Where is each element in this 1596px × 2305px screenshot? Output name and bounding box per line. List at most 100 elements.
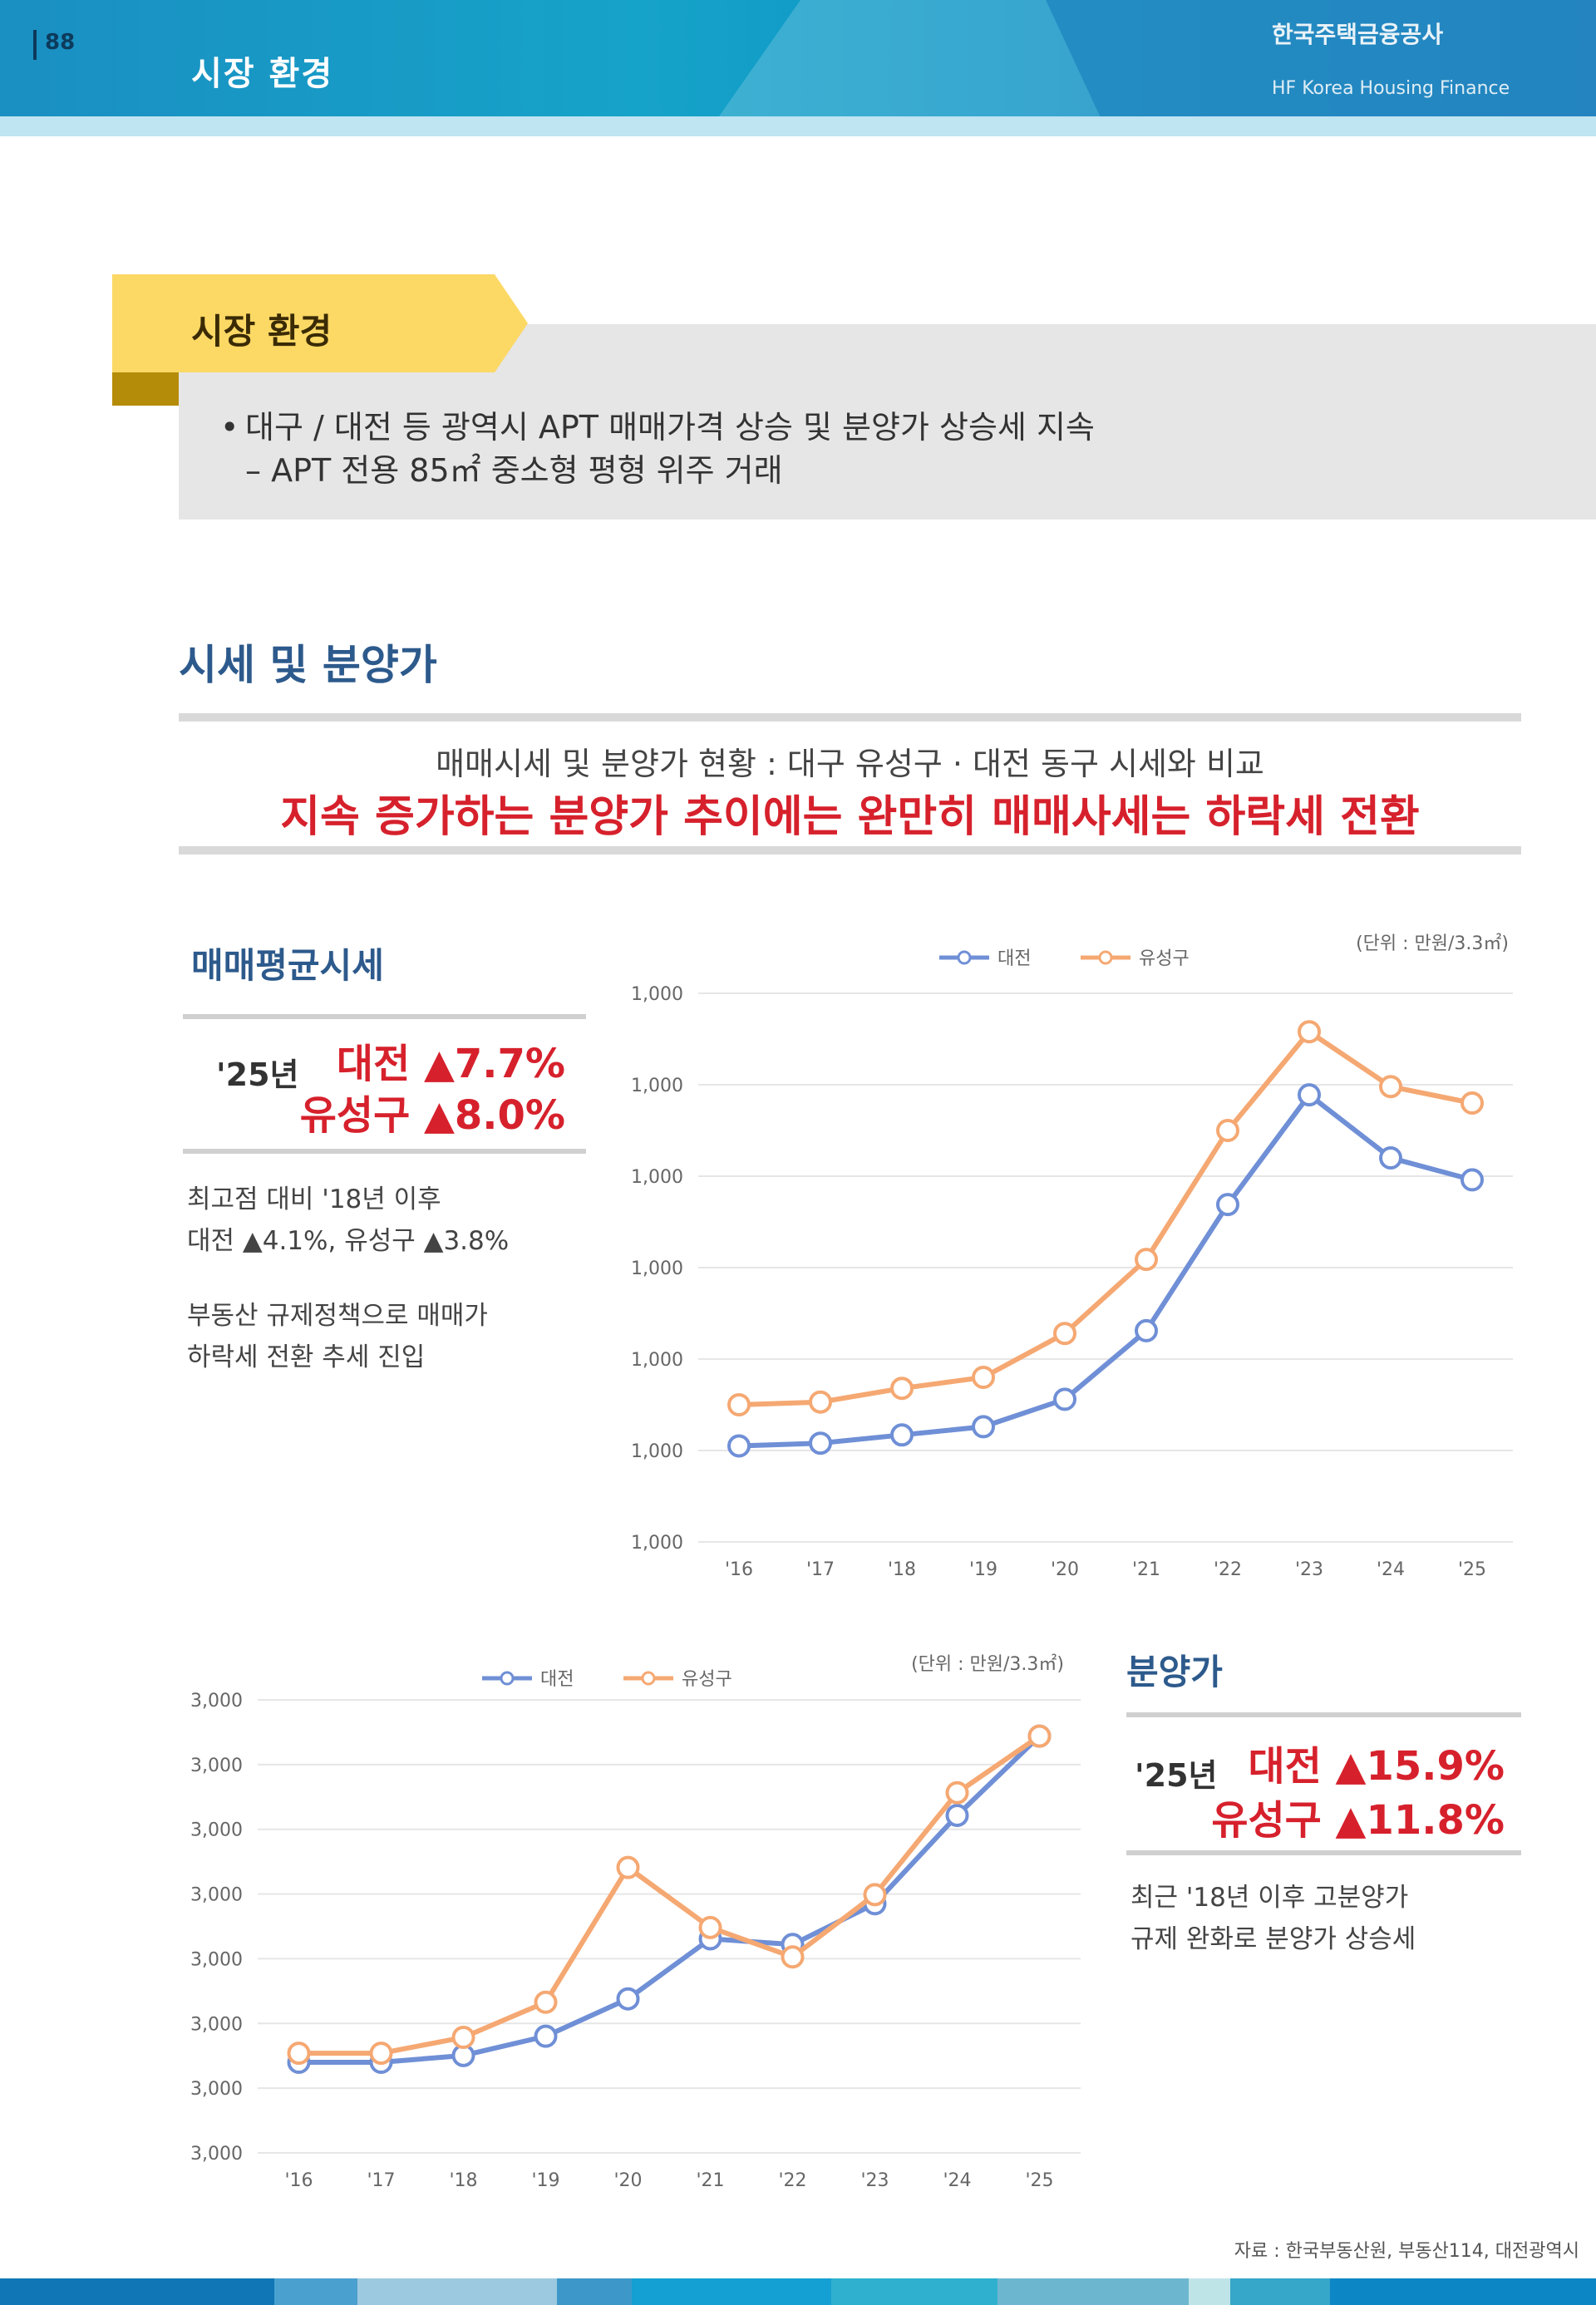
- page-number: 88: [33, 30, 100, 60]
- x-tick-label: '18: [888, 1559, 916, 1580]
- sale-stat-yuseong: 유성구 ▲11.8%: [1211, 1797, 1505, 1844]
- series-line: [298, 1734, 1042, 2056]
- price-line-chart: 1,000 1,000 1,000 1,000 1,000 1,000 1,000 '16 '1…: [631, 933, 1513, 1580]
- x-tick-label: '25: [1458, 1559, 1486, 1580]
- data-point: [890, 1423, 914, 1447]
- headline-main: 지속 증가하는 분양가 추이에는 완만히 매매사세는 하락세 전환: [280, 792, 1420, 842]
- data-point: [1298, 1083, 1321, 1107]
- data-point: [1379, 1146, 1402, 1170]
- data-point: [1135, 1248, 1158, 1272]
- y-tick-label: 1,000: [631, 984, 683, 1005]
- brand-line1: 한국주택금융공사: [1272, 21, 1444, 48]
- sale-price-line-chart: 3,000 3,000 3,000 3,000 3,000 3,000 3,000 3,000…: [190, 1653, 1081, 2191]
- y-tick-label: 1,000: [631, 1076, 683, 1096]
- data-point: [1135, 1318, 1158, 1342]
- footer-segment: [998, 2278, 1189, 2305]
- x-tick-label: '16: [284, 2170, 313, 2191]
- divider: [1126, 1850, 1521, 1855]
- data-point: [1027, 1724, 1052, 1748]
- footer-segment: [1230, 2278, 1330, 2305]
- data-point: [698, 1915, 722, 1939]
- data-point: [534, 2024, 558, 2048]
- page-header: 88 시장 환경 한국주택금융공사 HF Korea Housing Finan…: [0, 0, 1596, 116]
- y-tick-label: 3,000: [190, 1820, 243, 1841]
- x-tick-label: '24: [943, 2170, 971, 2191]
- data-point: [972, 1415, 995, 1439]
- footer-segment: [1189, 2278, 1230, 2305]
- y-tick-label: 1,000: [631, 1533, 683, 1554]
- sale-stat-daejeon: 대전 ▲15.9%: [1248, 1743, 1505, 1790]
- sale-note-line: 최근 '18년 이후 고분양가: [1130, 1883, 1409, 1913]
- y-tick-label: 3,000: [190, 2079, 243, 2100]
- data-point: [451, 2026, 475, 2050]
- price-note-line: 부동산 규제정책으로 매매가: [187, 1301, 488, 1331]
- data-point: [1216, 1119, 1239, 1142]
- headline-sub: 매매시세 및 분양가 현황 : 대구 유성구 · 대전 동구 시세와 비교: [436, 746, 1264, 782]
- x-tick-label: '21: [696, 2170, 724, 2191]
- summary-tab: [112, 274, 528, 372]
- legend-marker: [957, 950, 972, 965]
- data-point: [809, 1431, 832, 1455]
- section-title: 시세 및 분양가: [179, 641, 437, 689]
- x-tick-label: '22: [1214, 1559, 1242, 1580]
- brand-line2: HF Korea Housing Finance: [1272, 78, 1510, 99]
- series-line: [738, 1092, 1473, 1449]
- data-point: [1216, 1193, 1239, 1217]
- y-tick-label: 3,000: [190, 2014, 243, 2035]
- unit-label: (단위 : 만원/3.3㎡): [911, 1653, 1064, 1675]
- x-tick-label: '18: [449, 2170, 477, 2191]
- data-point: [616, 1855, 640, 1879]
- divider: [179, 713, 1521, 722]
- sale-panel-year: '25년: [1135, 1757, 1218, 1794]
- footer-segment: [357, 2278, 557, 2305]
- divider: [179, 846, 1521, 855]
- summary-line1: 대구 / 대전 등 광역시 APT 매매가격 상승 및 분양가 상승세 지속: [245, 409, 1095, 446]
- x-tick-label: '17: [806, 1559, 835, 1580]
- legend-marker: [1098, 950, 1113, 965]
- x-tick-label: '23: [860, 2170, 889, 2191]
- data-point: [727, 1393, 751, 1416]
- y-tick-label: 3,000: [190, 1691, 243, 1712]
- x-tick-label: '22: [778, 2170, 806, 2191]
- price-stat-daejeon: 대전 ▲7.7%: [336, 1041, 565, 1087]
- data-point: [534, 1990, 558, 2014]
- footer-segment: [274, 2278, 357, 2305]
- data-point: [369, 2042, 393, 2066]
- price-panel-title: 매매평균시세: [191, 945, 384, 986]
- series-line: [738, 1029, 1473, 1407]
- divider: [183, 1149, 586, 1154]
- legend-label: 대전: [540, 1669, 574, 1690]
- y-tick-label: 1,000: [631, 1350, 683, 1371]
- y-tick-label: 1,000: [631, 1258, 683, 1279]
- y-tick-label: 1,000: [631, 1441, 683, 1462]
- data-point: [1379, 1075, 1402, 1099]
- sale-panel-title: 분양가: [1126, 1652, 1223, 1692]
- data-point: [1461, 1168, 1484, 1192]
- summary-tab-title: 시장 환경: [191, 311, 332, 352]
- legend-label: 유성구: [682, 1669, 732, 1690]
- x-tick-label: '24: [1377, 1559, 1405, 1580]
- x-tick-label: '23: [1295, 1559, 1323, 1580]
- y-tick-label: 1,000: [631, 1167, 683, 1188]
- legend-marker: [641, 1671, 656, 1686]
- data-point: [890, 1377, 914, 1401]
- series-line: [298, 1734, 1042, 2065]
- brand-logo: 한국주택금융공사 HF Korea Housing Finance: [1272, 17, 1571, 99]
- bullet-icon: •: [220, 409, 239, 446]
- legend-label: 유성구: [1139, 948, 1190, 969]
- footer-segment: [1330, 2278, 1596, 2305]
- legend-label: 대전: [998, 948, 1031, 969]
- data-point: [287, 2042, 311, 2066]
- data-point: [1053, 1322, 1076, 1346]
- sale-note: 최근 '18년 이후 고분양가 규제 완화로 분양가 상승세: [1130, 1877, 1521, 1960]
- price-stat-yuseong: 유성구 ▲8.0%: [299, 1092, 565, 1139]
- x-tick-label: '20: [1051, 1559, 1079, 1580]
- footer-segment: [831, 2278, 998, 2305]
- footer-segment: [0, 2278, 274, 2305]
- data-point: [781, 1945, 805, 1969]
- x-tick-label: '17: [367, 2170, 395, 2191]
- price-note: 최고점 대비 '18년 이후 대전 ▲4.1%, 유성구 ▲3.8% 부동산 규…: [187, 1179, 586, 1378]
- data-point: [616, 1987, 640, 2011]
- divider: [1126, 1712, 1521, 1717]
- price-note-line: 최고점 대비 '18년 이후: [187, 1185, 441, 1214]
